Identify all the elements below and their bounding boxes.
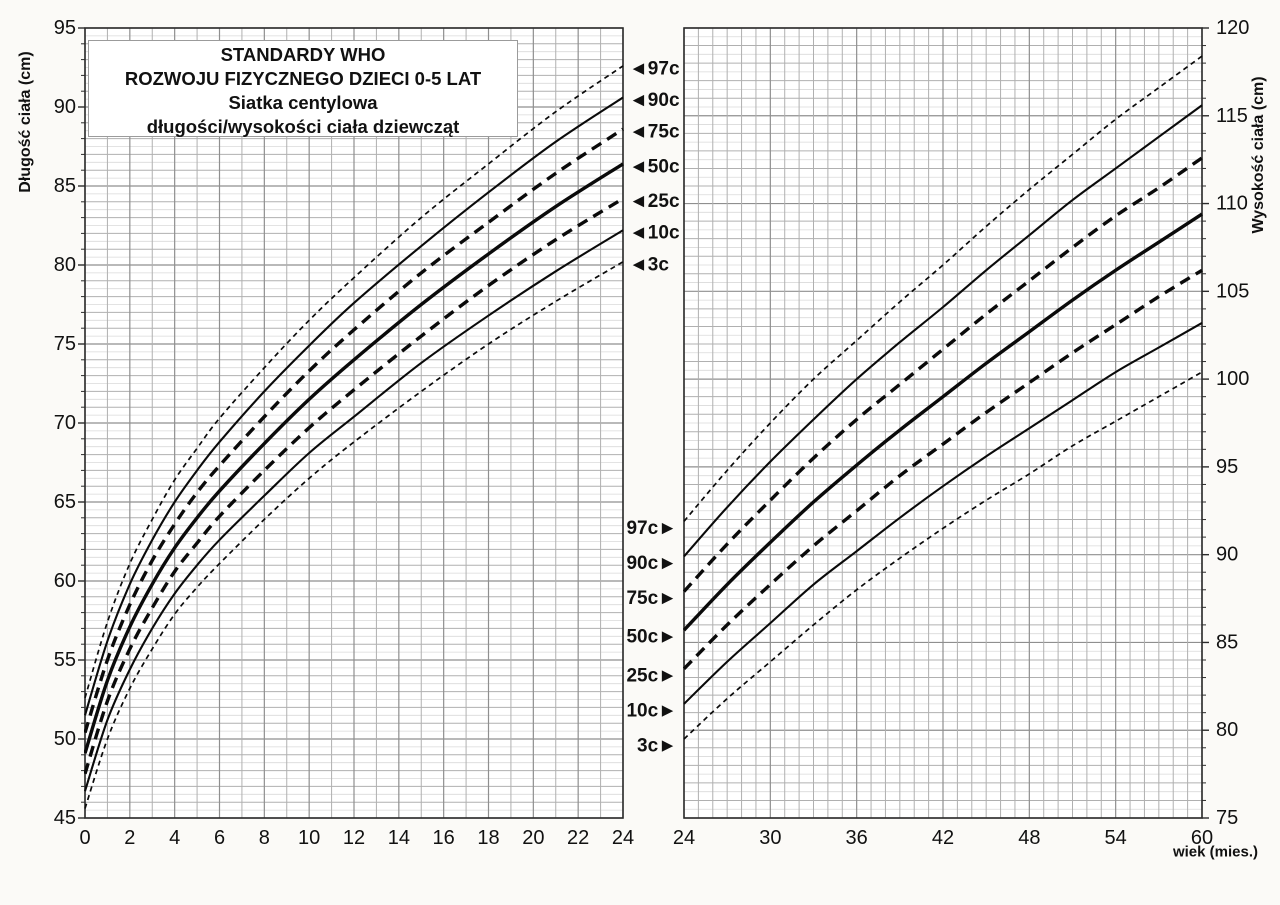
centile-label-10c: 10c►: [626, 700, 677, 721]
centile-curve-50c: [84, 162, 624, 754]
x-tick-label: 24: [612, 827, 634, 849]
y-tick-label: 85: [1216, 631, 1238, 653]
x-tick-label: 6: [214, 827, 225, 849]
title-line-4: długości/wysokości ciała dziewcząt: [146, 116, 460, 137]
y-tick-label: 65: [54, 491, 76, 513]
x-tick-label: 16: [433, 827, 455, 849]
centile-label-97c: ◄97c: [629, 58, 680, 79]
centile-label-25c: 25c►: [626, 665, 677, 686]
centile-curve-90c: [683, 104, 1203, 558]
y-tick-label: 120: [1216, 17, 1249, 39]
centile-curve-90c: [84, 96, 624, 716]
x-tick-label: 0: [79, 827, 90, 849]
x-tick-label: 48: [1018, 827, 1040, 849]
x-tick-label: 12: [343, 827, 365, 849]
y-tick-label: 85: [54, 175, 76, 197]
centile-label-90c: 90c►: [626, 553, 677, 574]
x-tick-label: 30: [759, 827, 781, 849]
centile-label-10c: ◄10c: [629, 223, 680, 244]
y-tick-label: 70: [54, 412, 76, 434]
centile-curve-50c: [683, 212, 1203, 632]
y-tick-label: 55: [54, 649, 76, 671]
y-tick-label: 75: [54, 333, 76, 355]
centile-label-3c: ◄3c: [629, 254, 669, 275]
x-tick-label: 14: [388, 827, 410, 849]
title-line-2: ROZWOJU FIZYCZNEGO DZIECI 0-5 LAT: [124, 68, 482, 89]
x-tick-label: 20: [522, 827, 544, 849]
x-tick-label: 10: [298, 827, 320, 849]
x-tick-label: 42: [932, 827, 954, 849]
centile-label-3c: 3c►: [637, 736, 677, 757]
y-tick-label: 100: [1216, 368, 1249, 390]
x-tick-label: 36: [846, 827, 868, 849]
centile-label-97c: 97c►: [626, 518, 677, 539]
centile-label-75c: ◄75c: [629, 122, 680, 143]
centile-curve-3c: [84, 261, 624, 809]
centile-curve-10c: [683, 322, 1203, 705]
centile-curve-3c: [683, 371, 1203, 740]
centile-curve-25c: [84, 197, 624, 775]
x-tick-label: 4: [169, 827, 180, 849]
y-tick-label: 45: [54, 807, 76, 829]
y-axis-title-left: Długość ciała (cm): [17, 51, 34, 192]
x-tick-label: 22: [567, 827, 589, 849]
title-line-3: Siatka centylowa: [228, 92, 378, 113]
y-tick-label: 95: [54, 17, 76, 39]
centile-curve-25c: [683, 268, 1203, 670]
centile-label-50c: 50c►: [626, 627, 677, 648]
x-tick-label: 18: [477, 827, 499, 849]
title-line-1: STANDARDY WHO: [220, 44, 386, 65]
y-tick-label: 60: [54, 570, 76, 592]
y-axis-title-right: Wysokość ciała (cm): [1250, 76, 1267, 233]
x-tick-label: 60: [1191, 827, 1213, 849]
centile-curve-10c: [84, 229, 624, 792]
centile-label-90c: ◄90c: [629, 90, 680, 111]
plot-border: [683, 27, 1203, 819]
x-axis-title: wiek (mies.): [1172, 844, 1258, 861]
y-tick-label: 95: [1216, 456, 1238, 478]
y-tick-label: 110: [1216, 193, 1248, 215]
y-tick-label: 90: [1216, 544, 1238, 566]
y-tick-label: 80: [54, 254, 76, 276]
x-tick-label: 8: [259, 827, 270, 849]
x-tick-label: 54: [1105, 827, 1127, 849]
y-tick-label: 115: [1216, 105, 1248, 127]
y-tick-label: 50: [54, 728, 76, 750]
y-tick-label: 105: [1216, 280, 1249, 302]
y-tick-label: 90: [54, 96, 76, 118]
centile-label-50c: ◄50c: [629, 156, 680, 177]
chart-title-box: STANDARDY WHO ROZWOJU FIZYCZNEGO DZIECI …: [88, 40, 518, 137]
centile-label-75c: 75c►: [626, 588, 677, 609]
y-tick-label: 80: [1216, 719, 1238, 741]
centile-label-25c: ◄25c: [629, 191, 680, 212]
plot-border: [84, 27, 624, 819]
centile-curve-75c: [84, 127, 624, 734]
centile-curve-97c: [683, 55, 1203, 522]
x-tick-label: 24: [673, 827, 695, 849]
x-tick-label: 2: [124, 827, 135, 849]
y-tick-label: 75: [1216, 807, 1238, 829]
